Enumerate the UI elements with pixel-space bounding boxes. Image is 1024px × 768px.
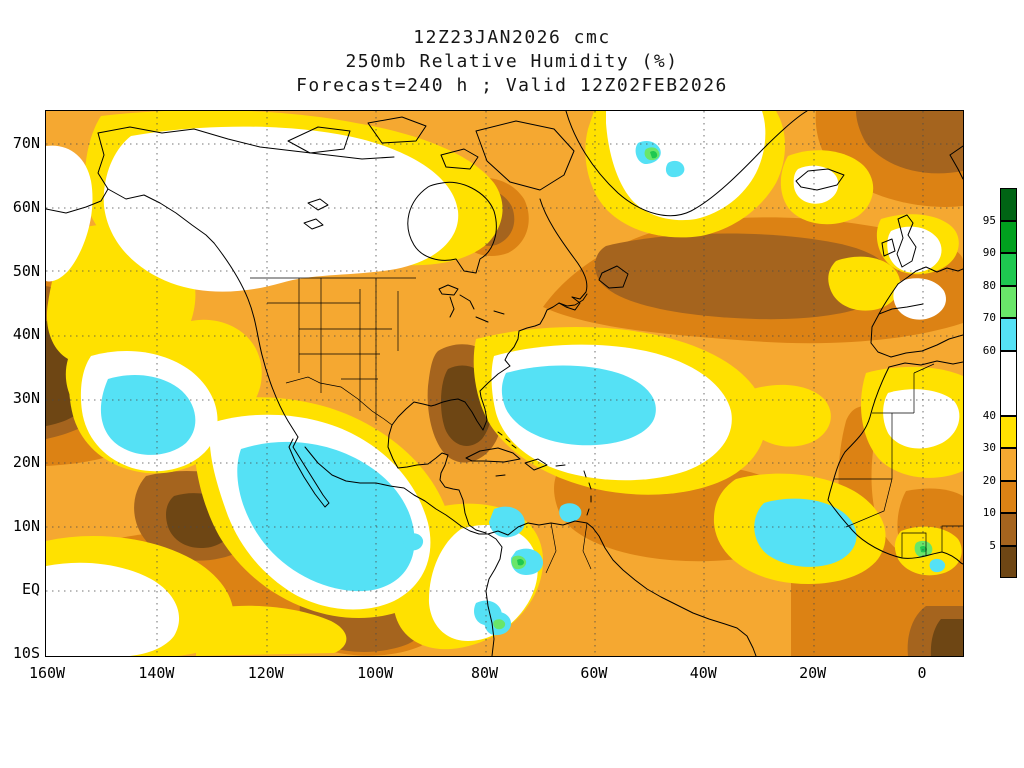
lon-label-160W: 160W xyxy=(28,664,66,682)
colorbar-segment-60-70 xyxy=(1000,318,1017,351)
colorbar-segment-90-95 xyxy=(1000,220,1017,253)
political-borders-layer xyxy=(250,277,963,574)
colorbar-segment-5-10 xyxy=(1000,513,1017,546)
lon-label-20W: 20W xyxy=(799,664,827,682)
colorbar-segment-<5 xyxy=(1000,545,1017,578)
rh-layer-80-90 xyxy=(517,150,927,566)
rh-layer-60-70 xyxy=(100,141,946,636)
lat-label-10S: 10S xyxy=(12,644,40,662)
lat-label-30N: 30N xyxy=(12,389,40,407)
lat-label-60N: 60N xyxy=(12,197,40,216)
map-plot xyxy=(45,110,964,657)
lat-label-40N: 40N xyxy=(12,325,40,344)
lat-label-70N: 70N xyxy=(12,134,40,152)
lon-label-120W: 120W xyxy=(247,664,284,682)
map-title-line2: 250mb Relative Humidity (%) xyxy=(345,51,679,72)
colorbar-segment->95 xyxy=(1000,188,1017,221)
lon-label-40W: 40W xyxy=(689,664,717,682)
map-title-block: 12Z23JAN2026 cmc 250mb Relative Humidity… xyxy=(0,26,1024,98)
lat-label-EQ: EQ xyxy=(21,580,40,599)
colorbar-segment-80-90 xyxy=(1000,253,1017,286)
lon-label-100W: 100W xyxy=(357,664,394,682)
lat-label-20N: 20N xyxy=(12,452,40,471)
humidity-map-svg xyxy=(46,111,963,656)
lon-label-140W: 140W xyxy=(138,664,175,682)
colorbar-segment-40-60 xyxy=(1000,350,1017,416)
colorbar-segment-30-40 xyxy=(1000,415,1017,448)
map-title-line1: 12Z23JAN2026 cmc xyxy=(413,27,611,48)
lon-label-60W: 60W xyxy=(580,664,608,682)
lat-label-10N: 10N xyxy=(12,516,40,535)
lat-label-50N: 50N xyxy=(12,261,40,280)
colorbar-segment-70-80 xyxy=(1000,285,1017,318)
lon-label-80W: 80W xyxy=(470,664,499,682)
map-title-line3: Forecast=240 h ; Valid 12Z02FEB2026 xyxy=(296,75,728,96)
colorbar-segment-10-20 xyxy=(1000,480,1017,513)
coastlines-layer xyxy=(46,111,963,656)
lon-label-0: 0 xyxy=(917,664,927,682)
colorbar-segment-20-30 xyxy=(1000,448,1017,481)
